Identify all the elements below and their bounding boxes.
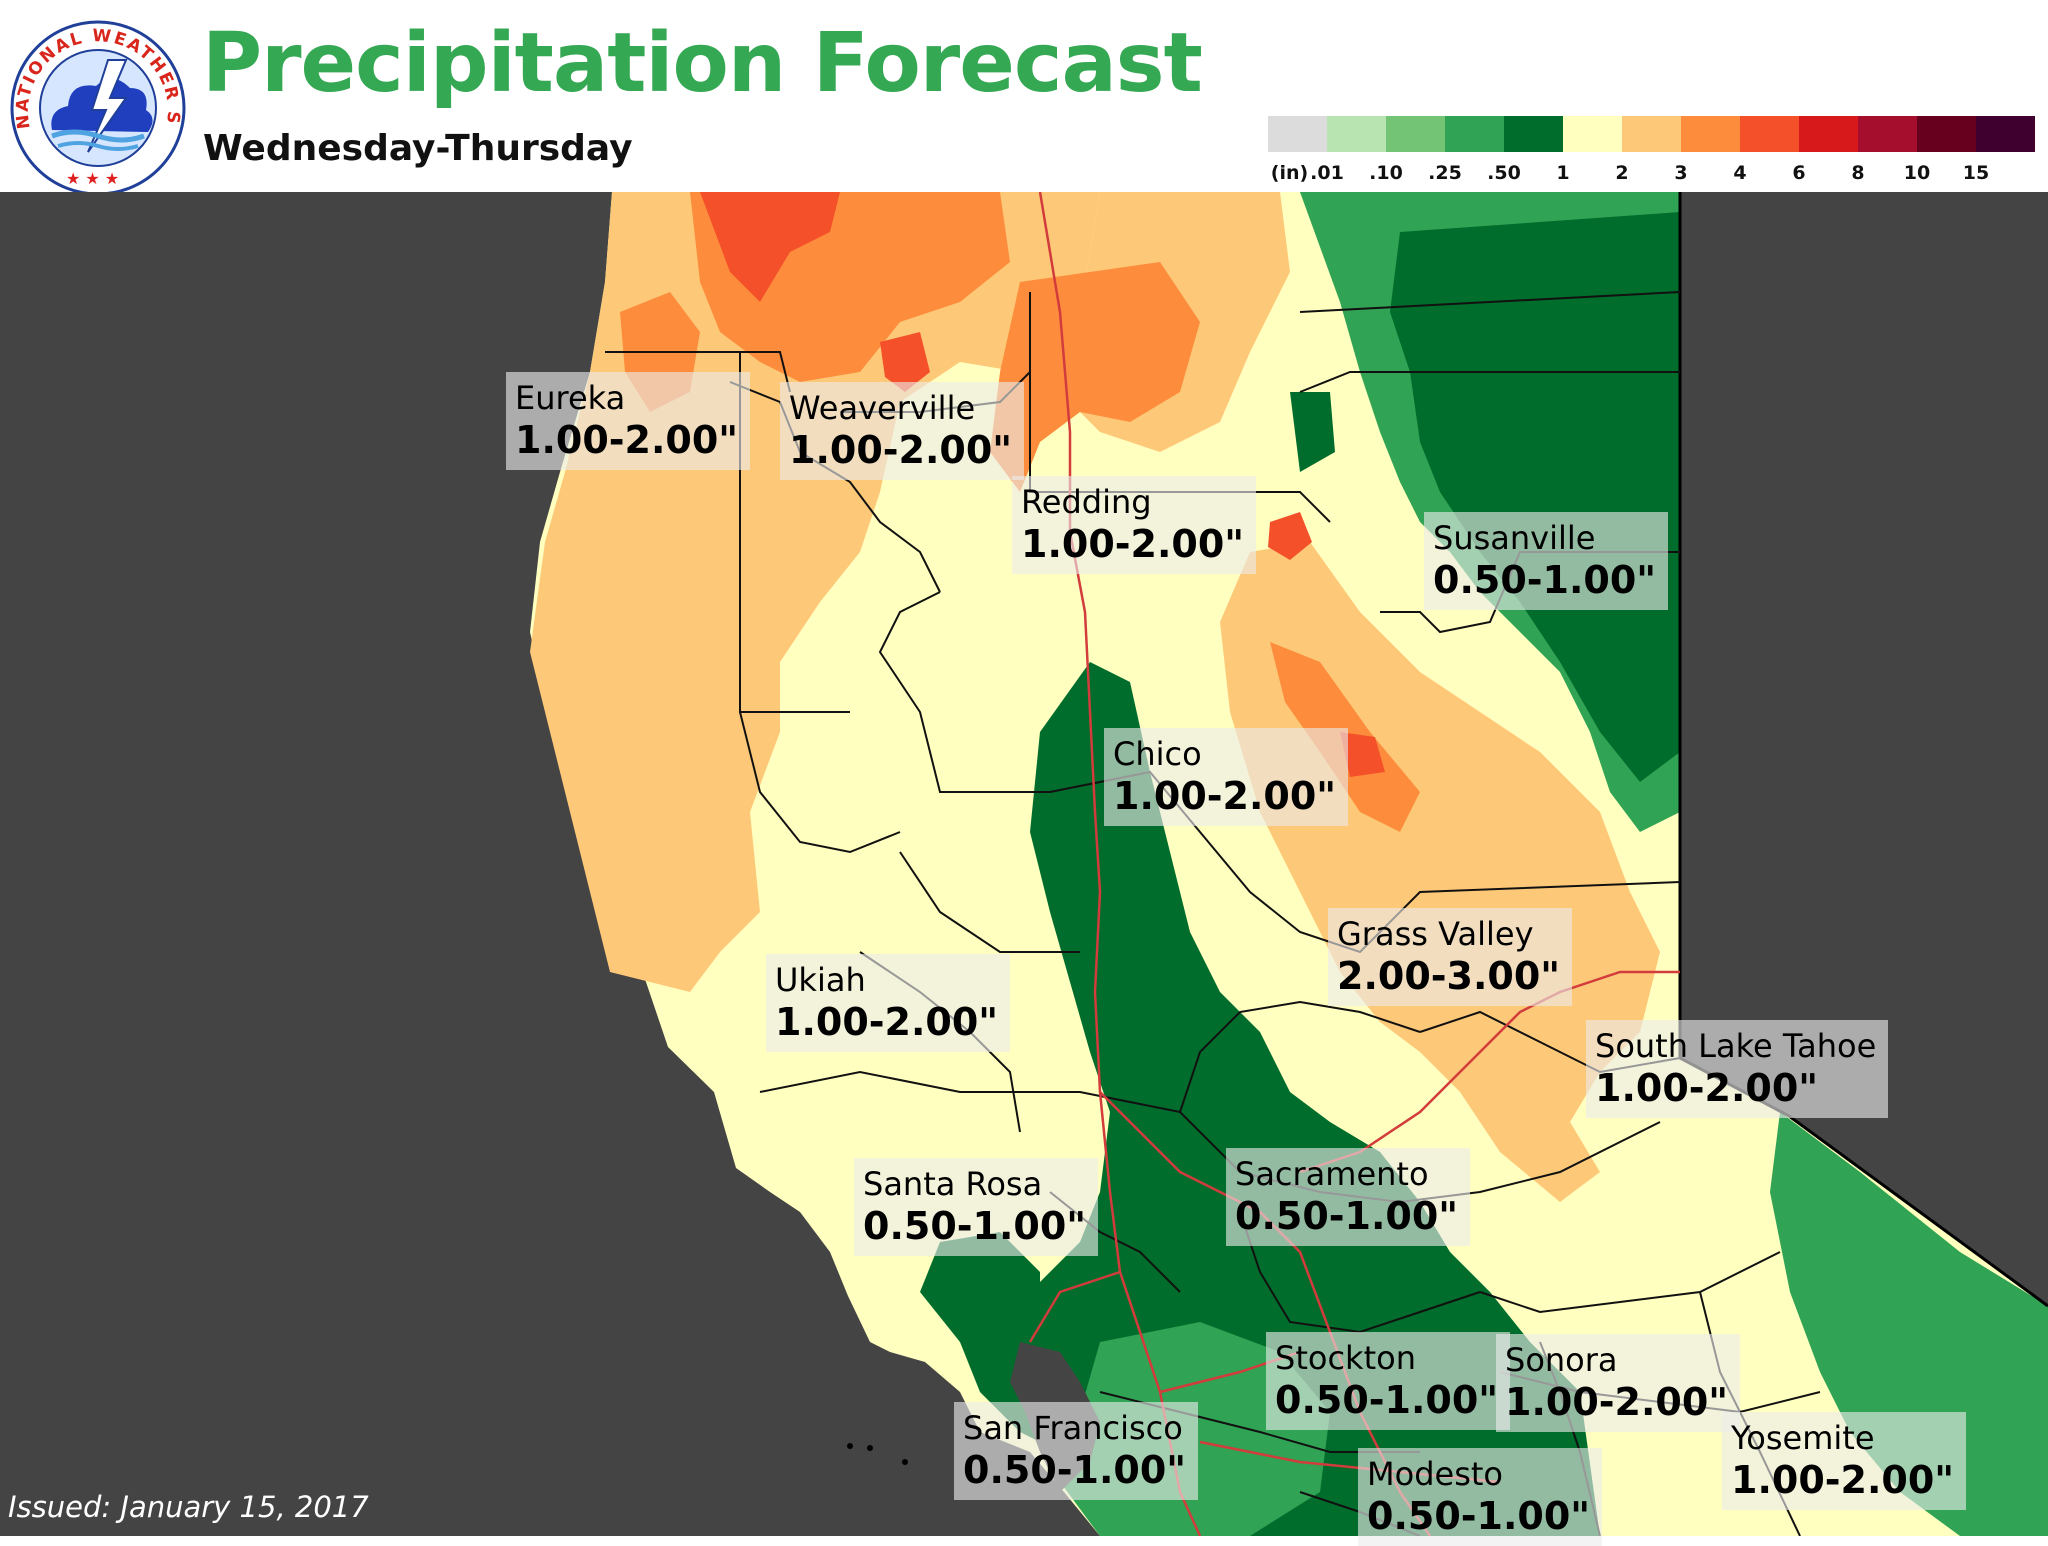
city-name: Grass Valley	[1337, 915, 1534, 953]
city-name: Susanville	[1433, 519, 1596, 557]
legend-tick-label: .50	[1487, 162, 1521, 184]
legend-swatch	[1504, 116, 1563, 152]
precip-range: 1.00-2.00"	[1731, 1458, 1955, 1502]
legend-swatch	[1563, 116, 1622, 152]
city-name: Sonora	[1505, 1341, 1618, 1379]
page-title: Precipitation Forecast	[202, 16, 1203, 111]
precip-range: 1.00-2.00"	[515, 418, 739, 462]
city-label-grass-valley: Grass Valley 2.00-3.00"	[1328, 908, 1573, 1006]
legend-swatch	[1740, 116, 1799, 152]
legend-tick-label: 10	[1903, 162, 1931, 184]
city-label-susanville: Susanville 0.50-1.00"	[1424, 512, 1669, 610]
legend-swatch	[1681, 116, 1740, 152]
legend: (in) .01 .10 .25 .50 1 2 3 4 6 8 10 15	[1268, 116, 2040, 188]
orange-shasta	[990, 262, 1200, 492]
precip-range: 0.50-1.00"	[1275, 1378, 1499, 1422]
legend-swatch	[1799, 116, 1858, 152]
legend-tick-label: .10	[1369, 162, 1403, 184]
city-label-chico: Chico 1.00-2.00"	[1104, 728, 1349, 826]
green-sierra-east	[1770, 1112, 2048, 1536]
city-name: Chico	[1113, 735, 1202, 773]
legend-unit: (in)	[1270, 162, 1309, 184]
city-label-stockton: Stockton 0.50-1.00"	[1266, 1332, 1511, 1430]
legend-tick-label: 3	[1674, 162, 1688, 184]
city-label-yosemite: Yosemite 1.00-2.00"	[1722, 1412, 1967, 1510]
darkgreen-northeast	[1390, 212, 1680, 782]
nws-logo: ★ ★ ★ NATIONAL WEATHER SERVICE	[8, 18, 186, 196]
tan-coast-band	[555, 572, 700, 892]
city-name: Sacramento	[1235, 1155, 1429, 1193]
city-name: Modesto	[1367, 1455, 1503, 1493]
city-label-modesto: Modesto 0.50-1.00"	[1358, 1448, 1603, 1546]
red-lassen	[1268, 512, 1312, 560]
city-name: Santa Rosa	[863, 1165, 1043, 1203]
city-name: Eureka	[515, 379, 626, 417]
legend-tick-label: 2	[1615, 162, 1629, 184]
city-name: Ukiah	[775, 961, 866, 999]
legend-swatches	[1268, 116, 2035, 152]
precip-range: 1.00-2.00"	[789, 428, 1013, 472]
city-name: San Francisco	[963, 1409, 1183, 1447]
red-klamath	[700, 192, 840, 302]
precip-range: 0.50-1.00"	[1433, 558, 1657, 602]
city-label-weaverville: Weaverville 1.00-2.00"	[780, 382, 1025, 480]
city-name: Stockton	[1275, 1339, 1416, 1377]
darkgreen-valley	[960, 662, 1600, 1536]
city-label-sonora: Sonora 1.00-2.00"	[1496, 1334, 1741, 1432]
city-label-san-francisco: San Francisco 0.50-1.00"	[954, 1402, 1199, 1500]
legend-tick-label: 1	[1556, 162, 1570, 184]
city-label-sacramento: Sacramento 0.50-1.00"	[1226, 1148, 1471, 1246]
city-label-ukiah: Ukiah 1.00-2.00"	[766, 954, 1011, 1052]
issued-date: Issued: January 15, 2017	[8, 1490, 369, 1524]
legend-tick-label: .25	[1428, 162, 1462, 184]
city-label-eureka: Eureka 1.00-2.00"	[506, 372, 751, 470]
legend-swatch	[1327, 116, 1386, 152]
legend-swatch	[1976, 116, 2035, 152]
precip-range: 1.00-2.00"	[1595, 1066, 1819, 1110]
svg-text:★ ★ ★: ★ ★ ★	[66, 169, 119, 188]
city-name: Yosemite	[1731, 1419, 1875, 1457]
city-label-redding: Redding 1.00-2.00"	[1012, 476, 1257, 574]
city-name: Redding	[1021, 483, 1152, 521]
darkgreen-shasta-pocket	[1290, 392, 1335, 472]
page-subtitle: Wednesday-Thursday	[203, 128, 633, 169]
legend-swatch	[1858, 116, 1917, 152]
red-feather	[1340, 732, 1385, 777]
precip-range: 0.50-1.00"	[863, 1204, 1087, 1248]
islands	[847, 1443, 908, 1465]
city-name: Weaverville	[789, 389, 976, 427]
darkgreen-santa-rosa	[920, 1232, 1040, 1372]
legend-swatch	[1917, 116, 1976, 152]
precip-range: 1.00-2.00"	[775, 1000, 999, 1044]
header: ★ ★ ★ NATIONAL WEATHER SERVICE Precipita…	[0, 0, 2048, 196]
precip-range: 1.00-2.00"	[1021, 522, 1245, 566]
legend-swatch	[1268, 116, 1327, 152]
precip-range: 1.00-2.00"	[1505, 1380, 1729, 1424]
precip-range: 0.50-1.00"	[1235, 1194, 1459, 1238]
map: Eureka 1.00-2.00" Weaverville 1.00-2.00"…	[0, 192, 2048, 1546]
city-label-south-lake-tahoe: South Lake Tahoe 1.00-2.00"	[1586, 1020, 1889, 1118]
precip-range: 1.00-2.00"	[1113, 774, 1337, 818]
precip-range: 0.50-1.00"	[1367, 1494, 1591, 1538]
legend-swatch	[1386, 116, 1445, 152]
city-label-santa-rosa: Santa Rosa 0.50-1.00"	[854, 1158, 1099, 1256]
legend-tick-label: 8	[1851, 162, 1865, 184]
legend-tick-label: 15	[1962, 162, 1990, 184]
legend-tick-label: 6	[1792, 162, 1806, 184]
legend-swatch	[1622, 116, 1681, 152]
legend-tick-label: .01	[1310, 162, 1344, 184]
city-name: South Lake Tahoe	[1595, 1027, 1877, 1065]
legend-swatch	[1445, 116, 1504, 152]
red-trinity	[880, 332, 930, 392]
precip-range: 0.50-1.00"	[963, 1448, 1187, 1492]
precip-range: 2.00-3.00"	[1337, 954, 1561, 998]
legend-tick-label: 4	[1733, 162, 1747, 184]
